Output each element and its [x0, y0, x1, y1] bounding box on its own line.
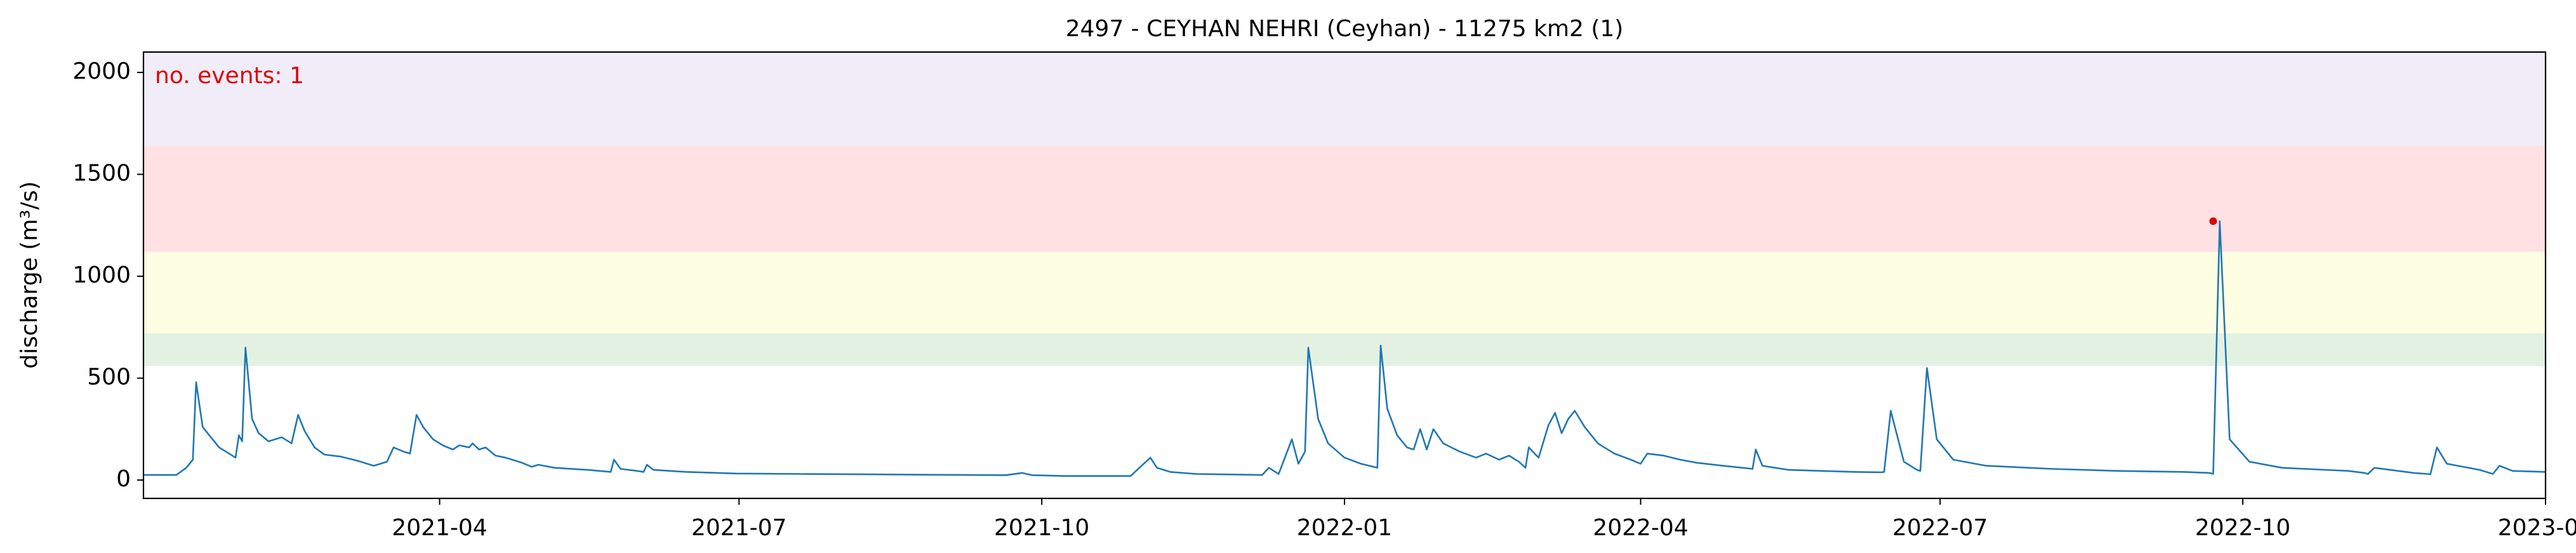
- x-tick-label: 2021-07: [691, 515, 787, 541]
- event-point: [2209, 217, 2217, 225]
- threshold-band: [143, 145, 2546, 252]
- y-tick-label: 1500: [72, 161, 131, 187]
- threshold-band: [143, 251, 2546, 333]
- x-tick-label: 2021-04: [392, 515, 487, 541]
- x-tick-label: 2022-04: [1593, 515, 1688, 541]
- y-tick-label: 0: [116, 466, 131, 492]
- x-tick-label: 2023-01: [2498, 515, 2576, 541]
- x-tick-label: 2022-10: [2195, 515, 2290, 541]
- plot: [143, 217, 2546, 477]
- x-tick-label: 2022-07: [1892, 515, 1988, 541]
- y-tick-label: 2000: [72, 58, 131, 84]
- x-tick-label: 2022-01: [1297, 515, 1392, 541]
- chart-title: 2497 - CEYHAN NEHRI (Ceyhan) - 11275 km2…: [1066, 16, 1624, 42]
- plot-frame: [142, 51, 2547, 500]
- y-tick-label: 1000: [72, 262, 131, 288]
- threshold-band: [143, 52, 2546, 146]
- y-tick-label: 500: [87, 364, 131, 390]
- bands: [143, 52, 2546, 366]
- y-axis-label: discharge (m³/s): [17, 181, 43, 368]
- annotation: no. events: 1: [155, 63, 304, 89]
- threshold-band: [143, 333, 2546, 366]
- x-tick-label: 2021-10: [994, 515, 1089, 541]
- discharge-line: [143, 220, 2546, 477]
